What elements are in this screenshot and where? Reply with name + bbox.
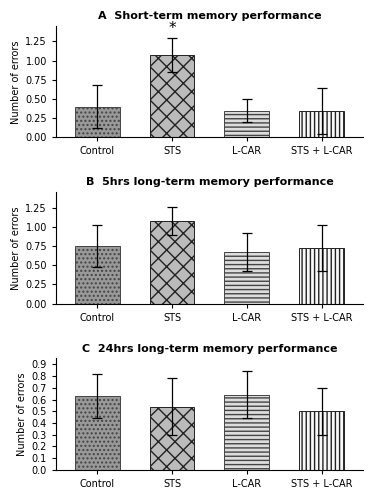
Bar (75, 246, 120, 304)
Title: C  24hrs long-term memory performance: C 24hrs long-term memory performance (82, 344, 337, 353)
Bar (150, 220, 194, 304)
Bar (299, 110, 344, 138)
Bar (75, 396, 120, 470)
Bar (224, 252, 269, 304)
Bar (150, 406, 194, 470)
Title: B  5hrs long-term memory performance: B 5hrs long-term memory performance (86, 178, 333, 188)
Y-axis label: Number of errors: Number of errors (11, 206, 21, 290)
Bar (299, 248, 344, 304)
Y-axis label: Number of errors: Number of errors (17, 372, 27, 456)
Bar (75, 106, 120, 138)
Y-axis label: Number of errors: Number of errors (11, 40, 21, 123)
Text: *: * (168, 21, 176, 36)
Bar (150, 55, 194, 138)
Bar (224, 395, 269, 470)
Bar (299, 411, 344, 470)
Title: A  Short-term memory performance: A Short-term memory performance (98, 11, 321, 21)
Bar (224, 110, 269, 138)
